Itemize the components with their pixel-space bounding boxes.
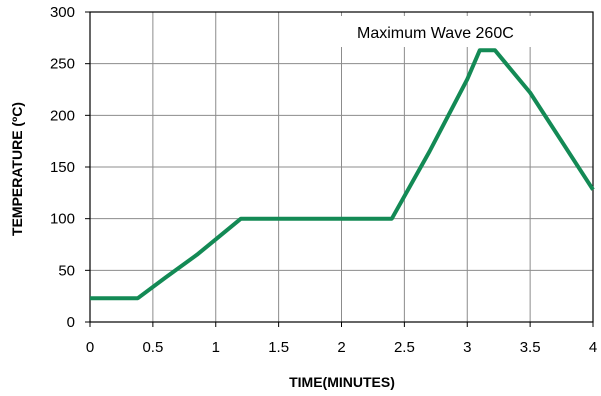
legend-label: Maximum Wave 260C bbox=[357, 25, 514, 42]
y-axis-title: TEMPERATURE (ºC) bbox=[9, 102, 25, 236]
legend: Maximum Wave 260C bbox=[340, 16, 548, 47]
x-axis-title: TIME(MINUTES) bbox=[289, 374, 395, 390]
ticks: 0 0.5 1 1.5 2 2.5 3 3.5 4 0 50 100 150 200 250 300 bbox=[50, 4, 597, 356]
y-tick-label: 300 bbox=[50, 4, 75, 21]
y-tick-label: 250 bbox=[50, 56, 75, 73]
series bbox=[90, 48, 595, 301]
x-tick-label: 2 bbox=[337, 339, 345, 356]
y-tick-label: 50 bbox=[58, 262, 75, 279]
x-tick-label: 0 bbox=[86, 339, 94, 356]
y-tick-label: 150 bbox=[50, 159, 75, 176]
y-tick-label: 0 bbox=[67, 314, 75, 331]
x-tick-label: 2.5 bbox=[394, 339, 415, 356]
x-tick-label: 1.5 bbox=[268, 339, 289, 356]
series-line bbox=[90, 48, 595, 301]
x-tick-label: 3 bbox=[463, 339, 471, 356]
x-tick-label: 3.5 bbox=[520, 339, 541, 356]
legend-box bbox=[340, 16, 548, 47]
x-tick-label: 1 bbox=[212, 339, 220, 356]
y-tick-label: 200 bbox=[50, 107, 75, 124]
y-tick-label: 100 bbox=[50, 211, 75, 228]
x-tick-label: 4 bbox=[589, 339, 597, 356]
x-tick-label: 0.5 bbox=[142, 339, 163, 356]
